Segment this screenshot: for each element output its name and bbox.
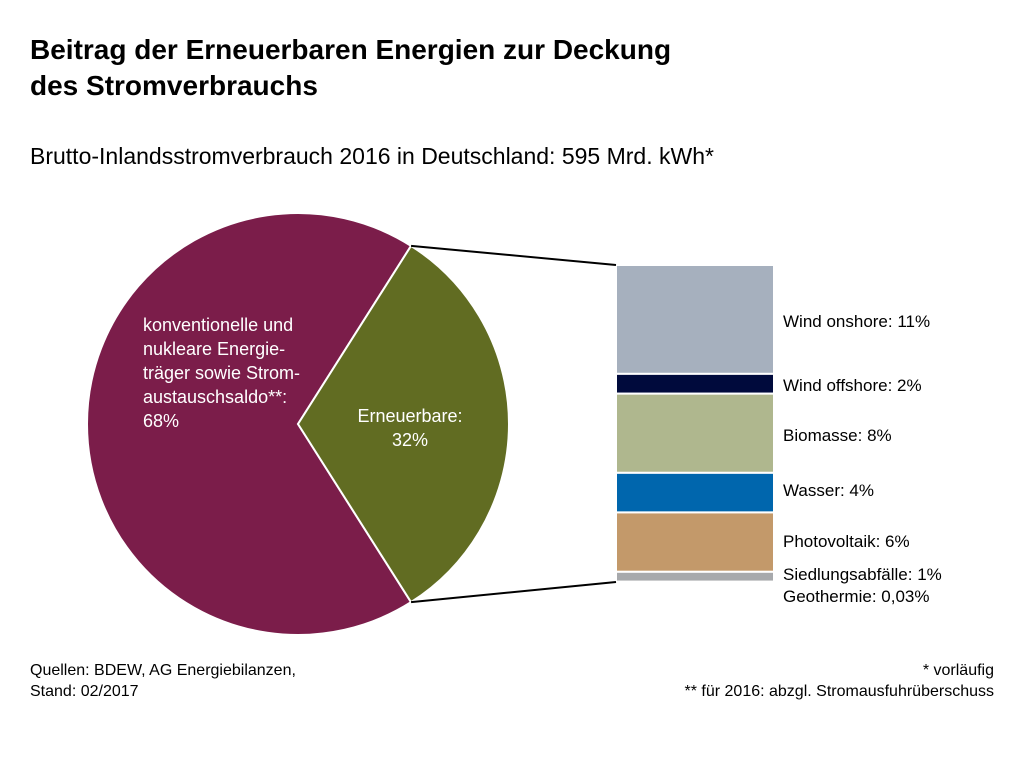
pie-slice-renewables — [296, 244, 510, 604]
footnote-1: * vorläufig — [922, 662, 994, 679]
footnote-2: ** für 2016: abzgl. Stromausfuhrüberschu… — [684, 683, 995, 700]
page-subtitle: Brutto-Inlandsstromverbrauch 2016 in Deu… — [30, 143, 714, 169]
bar-label-wasser: Wasser: 4% — [783, 481, 875, 500]
title-line-2: des Stromverbrauchs — [30, 70, 318, 101]
page-title: Beitrag der Erneuerbaren Energien zur De… — [30, 32, 830, 104]
pie-label-line: nukleare Energie- — [143, 339, 286, 359]
bar-label-geothermie: Geothermie: 0,03% — [783, 587, 930, 606]
pie-slice-conventional — [86, 212, 413, 636]
connector-line-bottom — [410, 581, 617, 604]
pie-label-line: austauschsaldo**: — [143, 387, 288, 407]
stand-line: Stand: 02/2017 — [30, 683, 139, 700]
bar-label-photovoltaik: Photovoltaik: 6% — [783, 532, 910, 551]
pie-label-line: träger sowie Strom- — [143, 363, 301, 383]
bar-segment-geothermie — [615, 580, 775, 584]
pie-label-line: 68% — [143, 411, 180, 431]
sources-line: Quellen: BDEW, AG Energiebilanzen, — [30, 662, 296, 679]
bar-label-siedlungsabfaelle: Siedlungsabfälle: 1% — [783, 565, 942, 584]
bar-segment-wind-offshore — [615, 372, 775, 395]
pie-label-line: 32% — [391, 430, 429, 450]
pie-label-line: Erneuerbare: — [357, 406, 463, 426]
bar-segment-siedlungsabfaelle — [615, 570, 775, 583]
bar-segment-photovoltaik — [615, 511, 775, 573]
title-line-1: Beitrag der Erneuerbaren Energien zur De… — [30, 34, 672, 65]
pie-label-conventional: konventionelle und nukleare Energie- trä… — [143, 313, 300, 433]
bar-segment-wasser — [615, 471, 775, 514]
bar-segment-wind-onshore — [615, 264, 775, 375]
bar-segment-biomasse — [615, 392, 775, 474]
pie-label-renewables: Erneuerbare: 32% — [330, 404, 490, 452]
bar-label-wind-offshore: Wind offshore: 2% — [783, 376, 922, 395]
footer-sources: Quellen: BDEW, AG Energiebilanzen, Stand… — [30, 660, 296, 702]
bar-label-wind-onshore: Wind onshore: 11% — [783, 312, 931, 331]
footer-notes: * vorläufig ** für 2016: abzgl. Stromaus… — [685, 660, 995, 702]
connector-line-top — [410, 244, 617, 266]
bar-label-biomasse: Biomasse: 8% — [783, 426, 892, 445]
pie-label-line: konventionelle und — [143, 315, 294, 335]
